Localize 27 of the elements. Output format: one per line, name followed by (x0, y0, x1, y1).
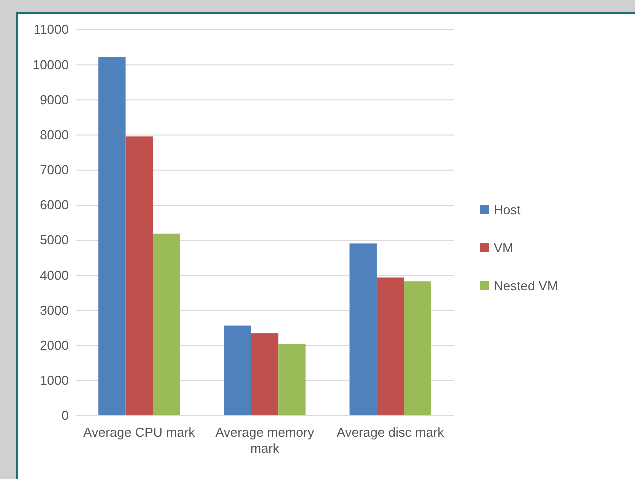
bar (98, 57, 126, 416)
y-tick-label: 7000 (40, 162, 69, 178)
bar (404, 282, 432, 416)
y-tick-label: 11000 (34, 22, 69, 38)
bar (126, 136, 154, 416)
x-tick-label: Average memory mark (216, 425, 315, 456)
bar (224, 326, 252, 416)
y-tick-label: 8000 (40, 127, 69, 142)
legend-label: Host (494, 202, 522, 218)
y-tick-label: 0 (62, 408, 69, 424)
y-tick-label: 3000 (40, 302, 69, 318)
y-tick-label: 6000 (40, 198, 69, 213)
bar (278, 344, 306, 416)
y-tick-label: 5000 (40, 232, 69, 248)
y-tick-label: 9000 (40, 92, 69, 108)
x-tick-label: Average disc mark (336, 425, 445, 440)
bar (376, 278, 404, 416)
y-tick-label: 4000 (40, 268, 69, 283)
y-tick-label: 2000 (40, 338, 69, 353)
x-tick-label: Average CPU mark (84, 425, 196, 440)
bar (153, 234, 180, 416)
bar (350, 244, 377, 416)
legend-label: VM (494, 240, 514, 256)
y-tick-label: 10000 (32, 57, 69, 72)
bar (251, 334, 279, 416)
y-tick-label: 1000 (40, 373, 69, 388)
legend-label: Nested VM (494, 278, 558, 294)
